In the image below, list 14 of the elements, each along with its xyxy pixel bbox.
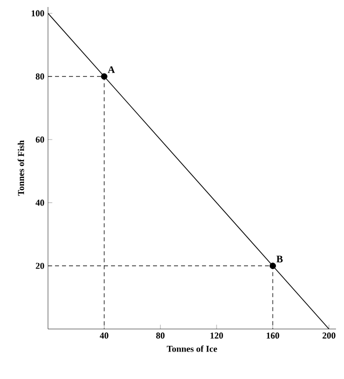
x-tick-label: 80 [156, 332, 165, 339]
x-tick-label: 40 [100, 332, 108, 339]
y-tick-label: 60 [36, 136, 44, 143]
x-axis-title: Tonnes of Ice [166, 345, 218, 352]
y-tick-label: 40 [36, 200, 44, 206]
y-tick-label: 20 [36, 262, 44, 269]
x-tick-label: 200 [322, 332, 336, 339]
x-tick-label: 120 [210, 332, 223, 339]
x-tick-label: 160 [266, 332, 280, 339]
annotation: A [108, 66, 115, 73]
y-tick-label: 100 [32, 10, 44, 16]
y-axis-title: Tonnes of Fish [18, 140, 24, 196]
annotation: B [276, 256, 283, 262]
y-tick-label: 80 [36, 73, 44, 80]
